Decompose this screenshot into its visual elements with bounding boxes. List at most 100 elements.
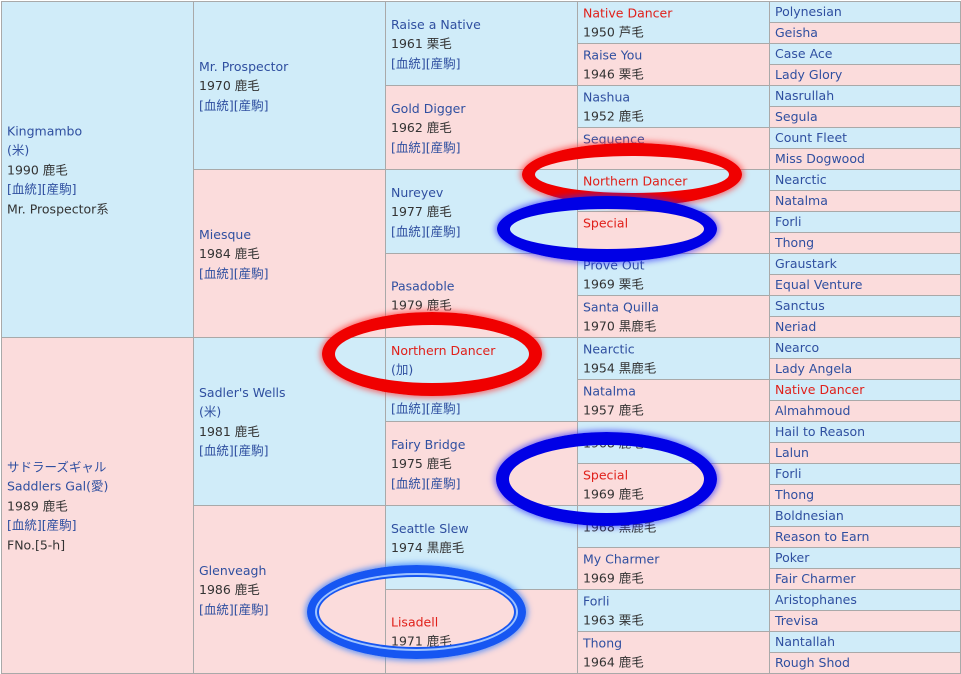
horse-name-link[interactable]: Sequence [583,131,645,146]
horse-info-line: (米) [7,142,30,158]
pedigree-cell-gen4-2: Nashua 1952 鹿毛 [577,85,770,128]
horse-name-link[interactable]: サドラーズギャル [7,458,107,474]
horse-name-link[interactable]: Aristophanes [775,592,857,607]
horse-name-link[interactable]: Equal Venture [775,277,863,292]
horse-name-link[interactable]: Northern Dancer [583,173,688,188]
horse-name-link[interactable]: Nashua [583,89,631,104]
cell-content: Lady Angela [775,359,958,379]
pedigree-offspring-links[interactable]: [血統][産駒] [199,601,269,617]
horse-name-link[interactable]: Northern Dancer [391,342,496,358]
horse-name-link[interactable]: Seattle Slew [391,520,469,536]
horse-name-link[interactable]: Glenveagh [199,562,267,578]
cell-content: Polynesian [775,2,958,22]
horse-name-link[interactable]: Boldnesian [775,508,844,523]
cell-content: Native Dancer 1950 芦毛 [583,3,767,42]
horse-name-link[interactable]: Lady Glory [775,67,843,82]
horse-name-link[interactable]: Count Fleet [775,130,848,145]
horse-name-link[interactable]: Segula [775,109,818,124]
pedigree-offspring-links[interactable]: [血統][産駒] [7,181,77,197]
horse-name-link[interactable]: Forli [583,593,610,608]
horse-name-link[interactable]: Polynesian [775,4,842,19]
horse-name-link[interactable]: Lady Angela [775,361,853,376]
horse-name-link[interactable]: Miss Dogwood [775,151,865,166]
pedigree-offspring-links[interactable]: [血統][産駒] [391,401,461,416]
horse-name-link[interactable]: Gold Digger [391,100,466,116]
pedigree-cell-gen4-15: Thong 1964 鹿毛 [577,631,770,674]
pedigree-offspring-links[interactable]: [血統][産駒] [391,475,461,491]
horse-name-link[interactable]: Santa Quilla [583,299,659,314]
cell-content: Almahmoud [775,401,958,421]
horse-name-link[interactable]: Thong [775,487,815,502]
horse-name-link[interactable]: Geisha [775,25,818,40]
horse-name-link[interactable]: Hail to Reason [775,424,866,439]
horse-name-link[interactable]: Prove Out [583,257,645,272]
horse-name-link[interactable]: Lisadell [391,614,439,629]
cell-content: Miss Dogwood [775,149,958,169]
pedigree-offspring-links[interactable]: [血統][産駒] [199,443,269,458]
cell-content: Nearctic 1954 黒鹿毛 [583,339,767,378]
horse-name-link[interactable]: Almahmoud [775,403,851,418]
horse-name-link[interactable]: Forli [775,214,802,229]
horse-name-link[interactable]: Thong [775,235,815,250]
cell-content: Miesque 1984 鹿毛 [血統][産駒] [199,224,383,283]
pedigree-cell-gen2-2: Sadler's Wells (米) 1981 鹿毛 [血統][産駒] [193,337,386,506]
horse-name-link[interactable]: My Charmer [583,551,660,566]
horse-name-link[interactable]: Trevisa [775,613,819,628]
horse-name-link[interactable]: Case Ace [775,46,833,61]
pedigree-cell-gen5-15: Neriad [769,316,961,338]
pedigree-cell-gen2-3: Glenveagh 1986 鹿毛 [血統][産駒] [193,505,386,674]
horse-name-link[interactable]: Special [583,467,629,482]
cell-content: Thong [775,233,958,253]
cell-content: Nasrullah [775,86,958,106]
pedigree-offspring-links[interactable]: [血統][産駒] [391,223,461,239]
horse-name-link[interactable]: Neriad [775,319,817,334]
horse-year-color: 1969 鹿毛 [583,570,644,586]
horse-name-link[interactable]: Fair Charmer [775,571,856,586]
horse-name-link[interactable]: Raise You [583,47,643,62]
pedigree-cell-gen4-11: Special 1969 鹿毛 [577,463,770,506]
horse-year-color: 1969 鹿毛 [583,486,644,502]
horse-name-link[interactable]: Graustark [775,256,837,271]
horse-name-link[interactable]: Nearctic [775,172,827,187]
horse-name-link[interactable]: Poker [775,550,810,565]
horse-name-link[interactable]: Fairy Bridge [391,436,466,452]
horse-info-line: (加) [391,362,414,377]
horse-name-link[interactable]: Sanctus [775,298,825,313]
horse-name-link[interactable]: Special [583,215,629,230]
pedigree-cell-gen4-5: Special [577,211,770,254]
pedigree-cell-gen2-1: Miesque 1984 鹿毛 [血統][産駒] [193,169,386,338]
cell-content: Lalun [775,443,958,463]
cell-content: My Charmer 1969 鹿毛 [583,549,767,588]
horse-name-link[interactable]: Nureyev [391,184,444,200]
pedigree-offspring-links[interactable]: [血統][産駒] [391,139,461,155]
horse-name-link[interactable]: Natalma [583,383,636,398]
horse-name-link[interactable]: Nantallah [775,634,836,649]
horse-name-link[interactable]: Rough Shod [775,655,850,670]
horse-name-link[interactable]: Nasrullah [775,88,835,103]
horse-name-link[interactable]: Lalun [775,445,809,460]
horse-name-link[interactable]: Natalma [775,193,828,208]
horse-name-link[interactable]: Sadler's Wells [199,384,286,400]
horse-name-link[interactable]: Mr. Prospector [199,58,289,74]
pedigree-offspring-links[interactable]: [血統][産駒] [7,517,77,533]
horse-name-link[interactable]: Nearctic [583,341,635,356]
pedigree-cell-gen3-2: Nureyev 1977 鹿毛 [血統][産駒] [385,169,578,254]
horse-name-link[interactable]: Reason to Earn [775,529,870,544]
horse-name-link[interactable]: Kingmambo [7,122,83,138]
horse-name-link[interactable]: Pasadoble [391,278,455,293]
horse-name-link[interactable]: Native Dancer [775,382,865,397]
horse-name-link[interactable]: Native Dancer [583,5,673,20]
horse-name-link[interactable]: Raise a Native [391,16,481,32]
horse-info-line: Mr. Prospector系 [7,200,109,216]
cell-content: Case Ace [775,44,958,64]
cell-content: Sanctus [775,296,958,316]
pedigree-cell-gen5-11: Thong [769,232,961,254]
horse-name-link[interactable]: Nearco [775,340,820,355]
horse-info-line: 1961 栗毛 [391,35,452,51]
pedigree-offspring-links[interactable]: [血統][産駒] [199,265,269,281]
horse-name-link[interactable]: Miesque [199,226,252,242]
horse-name-link[interactable]: Forli [775,466,802,481]
pedigree-offspring-links[interactable]: [血統][産駒] [199,97,269,113]
pedigree-offspring-links[interactable]: [血統][産駒] [391,55,461,71]
horse-name-link[interactable]: Thong [583,635,623,650]
